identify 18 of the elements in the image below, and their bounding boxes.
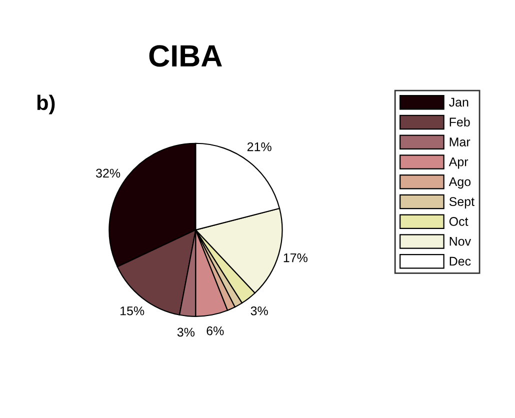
data-label: 3% (177, 328, 195, 337)
legend-label: Feb (450, 117, 470, 127)
text: b) (37, 94, 55, 114)
data-label: 15% (120, 306, 144, 316)
legend-label: Sept (449, 197, 474, 208)
legend-label: Ago (448, 177, 471, 189)
legend-label: Oct (449, 217, 468, 226)
data-label: 21% (247, 142, 272, 152)
data-label: 17% (284, 253, 308, 262)
legend-label: Nov (450, 237, 472, 246)
legend-label: Dec (450, 256, 471, 266)
legend-label: Mar (450, 138, 470, 146)
data-label: 32% (96, 168, 120, 178)
data-label: 3% (250, 306, 268, 316)
data-label: 6% (206, 326, 224, 336)
legend-label: Apr (448, 158, 468, 169)
chart-title: CIBA (149, 45, 222, 67)
legend-label: Jan (449, 98, 468, 107)
